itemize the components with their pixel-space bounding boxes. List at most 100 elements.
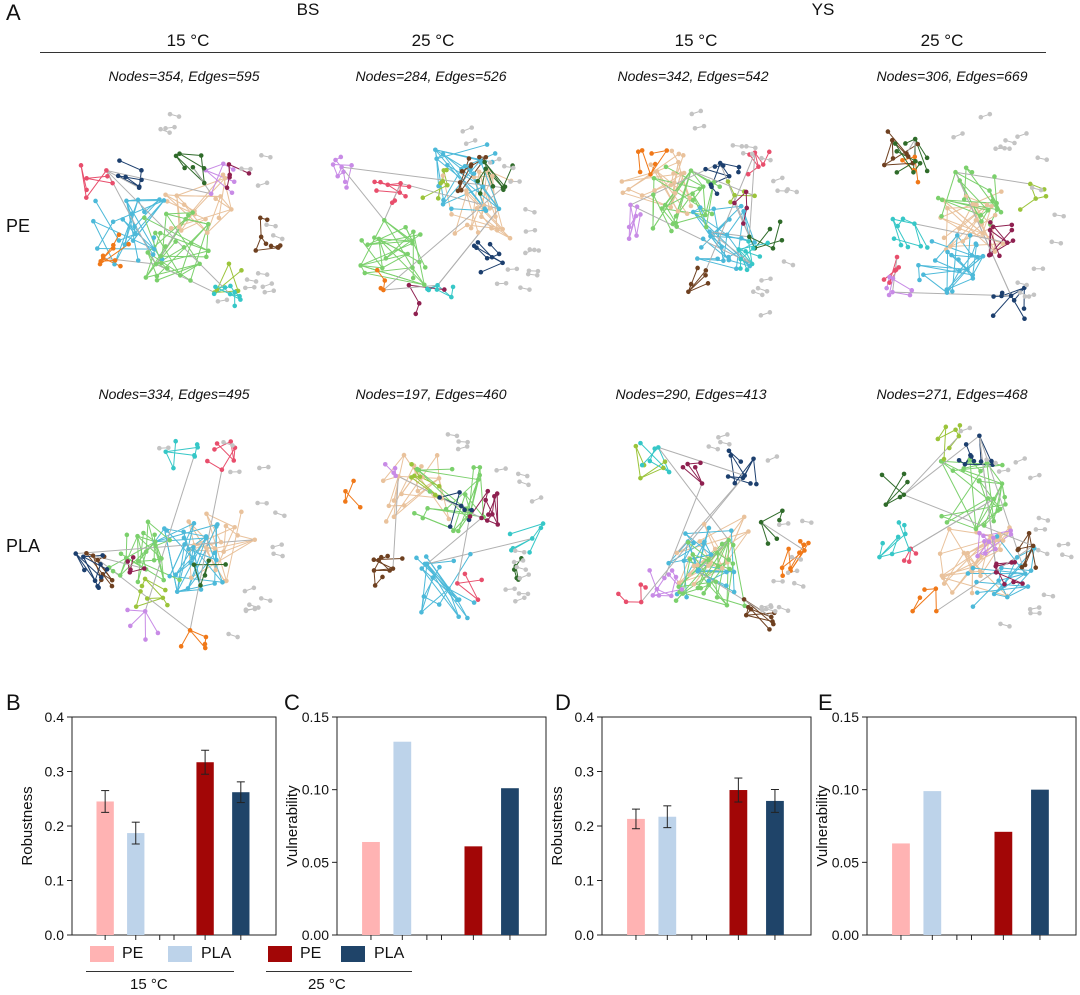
network-node (97, 261, 103, 267)
network-node (1025, 584, 1031, 589)
panel-label-e: E (818, 690, 833, 715)
network-node (1049, 239, 1055, 245)
network-edge (392, 476, 399, 569)
network-node (464, 444, 470, 449)
network-node (462, 571, 468, 577)
network-edge (367, 240, 413, 246)
network-node (949, 289, 955, 294)
network-node (135, 533, 140, 539)
network-node (523, 207, 528, 212)
network-node (1007, 624, 1012, 629)
network-edge (962, 204, 988, 242)
network-node (647, 568, 652, 573)
network-node (526, 482, 531, 488)
legend-group-line-15 (86, 971, 234, 972)
network-node (426, 287, 431, 293)
network-edge (138, 560, 180, 581)
network-edge (983, 483, 1003, 526)
network-node (980, 253, 986, 259)
network-node (774, 536, 780, 542)
network-edge (451, 208, 487, 212)
network-edge (975, 498, 995, 530)
network-edge (480, 170, 488, 217)
network-node (702, 539, 707, 544)
network-node (279, 542, 284, 547)
network-edge (772, 221, 781, 249)
network-node (226, 162, 232, 167)
network-edge (688, 282, 709, 293)
network-node (716, 563, 721, 569)
network-node (164, 528, 170, 533)
network-node (255, 183, 261, 188)
network-node (789, 554, 795, 560)
network-edge (333, 164, 352, 166)
network-node (462, 492, 468, 497)
network-stats-pe-ys-15: Nodes=342, Edges=542 (617, 68, 769, 84)
network-node (697, 186, 702, 192)
network-edge (749, 236, 774, 249)
y-tick-label: 0.1 (575, 873, 595, 889)
network-edge (708, 571, 727, 582)
network-node (258, 596, 264, 601)
network-node (969, 454, 974, 459)
network-edge (664, 170, 692, 206)
network-edge (393, 477, 440, 518)
network-node (173, 153, 179, 159)
network-edge (147, 252, 158, 277)
network-node (226, 631, 231, 637)
network-node (446, 516, 452, 522)
network-node (739, 235, 744, 241)
network-node (188, 278, 193, 283)
network-edge (165, 451, 195, 456)
network-node (714, 595, 720, 600)
network-node (696, 567, 701, 573)
network-node (227, 291, 233, 297)
network-node (374, 267, 380, 273)
network-node (273, 223, 278, 229)
network-node (214, 557, 219, 563)
network-node (282, 513, 287, 519)
network-node (333, 157, 338, 163)
network-node (949, 252, 954, 258)
network-node (719, 244, 724, 250)
network-node (984, 457, 989, 462)
network-node (802, 548, 807, 553)
network-node (231, 458, 237, 463)
network-node (208, 191, 214, 197)
network-node (222, 285, 228, 290)
network-node (703, 212, 708, 218)
network-node (747, 234, 752, 240)
network-node (890, 156, 896, 161)
network-node (634, 204, 640, 210)
network-node (452, 231, 458, 236)
network-nodes (881, 111, 1066, 321)
network-edge (125, 176, 140, 188)
network-node (92, 578, 98, 584)
network-node (527, 247, 533, 252)
network-node (434, 156, 439, 162)
network-edge (940, 217, 960, 230)
network-edge (649, 460, 670, 473)
network-node (264, 272, 270, 277)
network-node (687, 195, 693, 201)
network-edge (344, 480, 355, 502)
network-node (905, 244, 911, 250)
network-edge (412, 267, 425, 286)
network-node (145, 250, 151, 255)
network-node (800, 518, 805, 524)
network-edge (709, 231, 753, 265)
network-node (975, 590, 980, 595)
network-edge (748, 152, 756, 237)
network-node (455, 581, 460, 586)
network-node (686, 289, 691, 295)
network-edge (891, 536, 899, 555)
network-node (786, 546, 791, 552)
network-node (973, 526, 979, 532)
network-node (759, 278, 764, 283)
network-node (957, 268, 962, 274)
network-node (378, 554, 384, 560)
network-node (212, 546, 218, 551)
network-node (691, 540, 696, 546)
network-node (991, 496, 997, 502)
network-node (951, 134, 956, 140)
